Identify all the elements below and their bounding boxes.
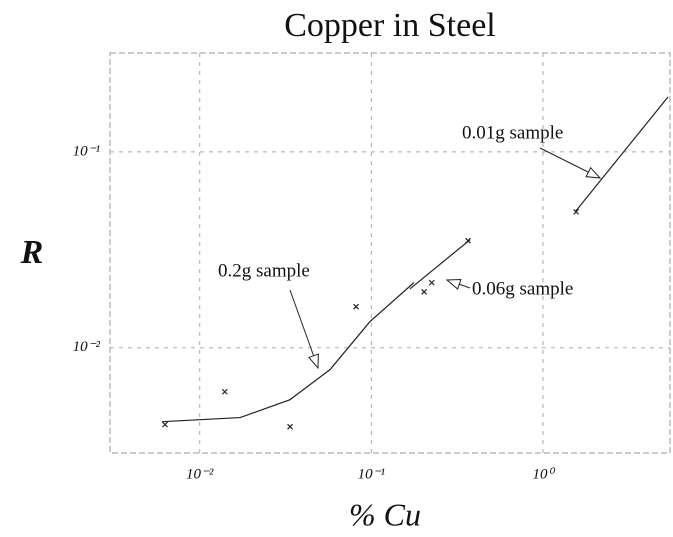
series-line: [161, 282, 415, 423]
annotation: 0.01g sample: [462, 122, 563, 143]
x-tick-label: 10⁻¹: [358, 466, 386, 482]
annotation: 0.06g sample: [472, 278, 573, 299]
data-point: [428, 279, 435, 286]
y-axis-label: R: [20, 234, 44, 271]
arrow-head: [445, 279, 462, 290]
x-axis-label: % Cu: [349, 496, 421, 532]
data-point: [287, 423, 293, 430]
data-point: [573, 208, 580, 215]
data-point: [353, 303, 360, 310]
y-tick-label: 10⁻²: [73, 339, 101, 355]
y-tick-label: 10⁻¹: [73, 143, 101, 159]
x-tick-label: 10⁰: [532, 466, 555, 482]
series-line: [409, 239, 471, 290]
arrow-head: [308, 353, 319, 370]
data-point: [221, 388, 228, 395]
annotation-arrow: [289, 289, 319, 369]
plot-frame: [109, 52, 671, 454]
x-tick-label: 10⁻²: [186, 466, 214, 482]
arrow-head: [585, 166, 602, 179]
annotation: 0.2g sample: [218, 260, 310, 281]
data-point: [465, 237, 471, 244]
data-point: [421, 288, 428, 295]
chart-title: Copper in Steel: [284, 7, 496, 44]
series-line: [574, 96, 669, 213]
data-point: [162, 421, 168, 428]
